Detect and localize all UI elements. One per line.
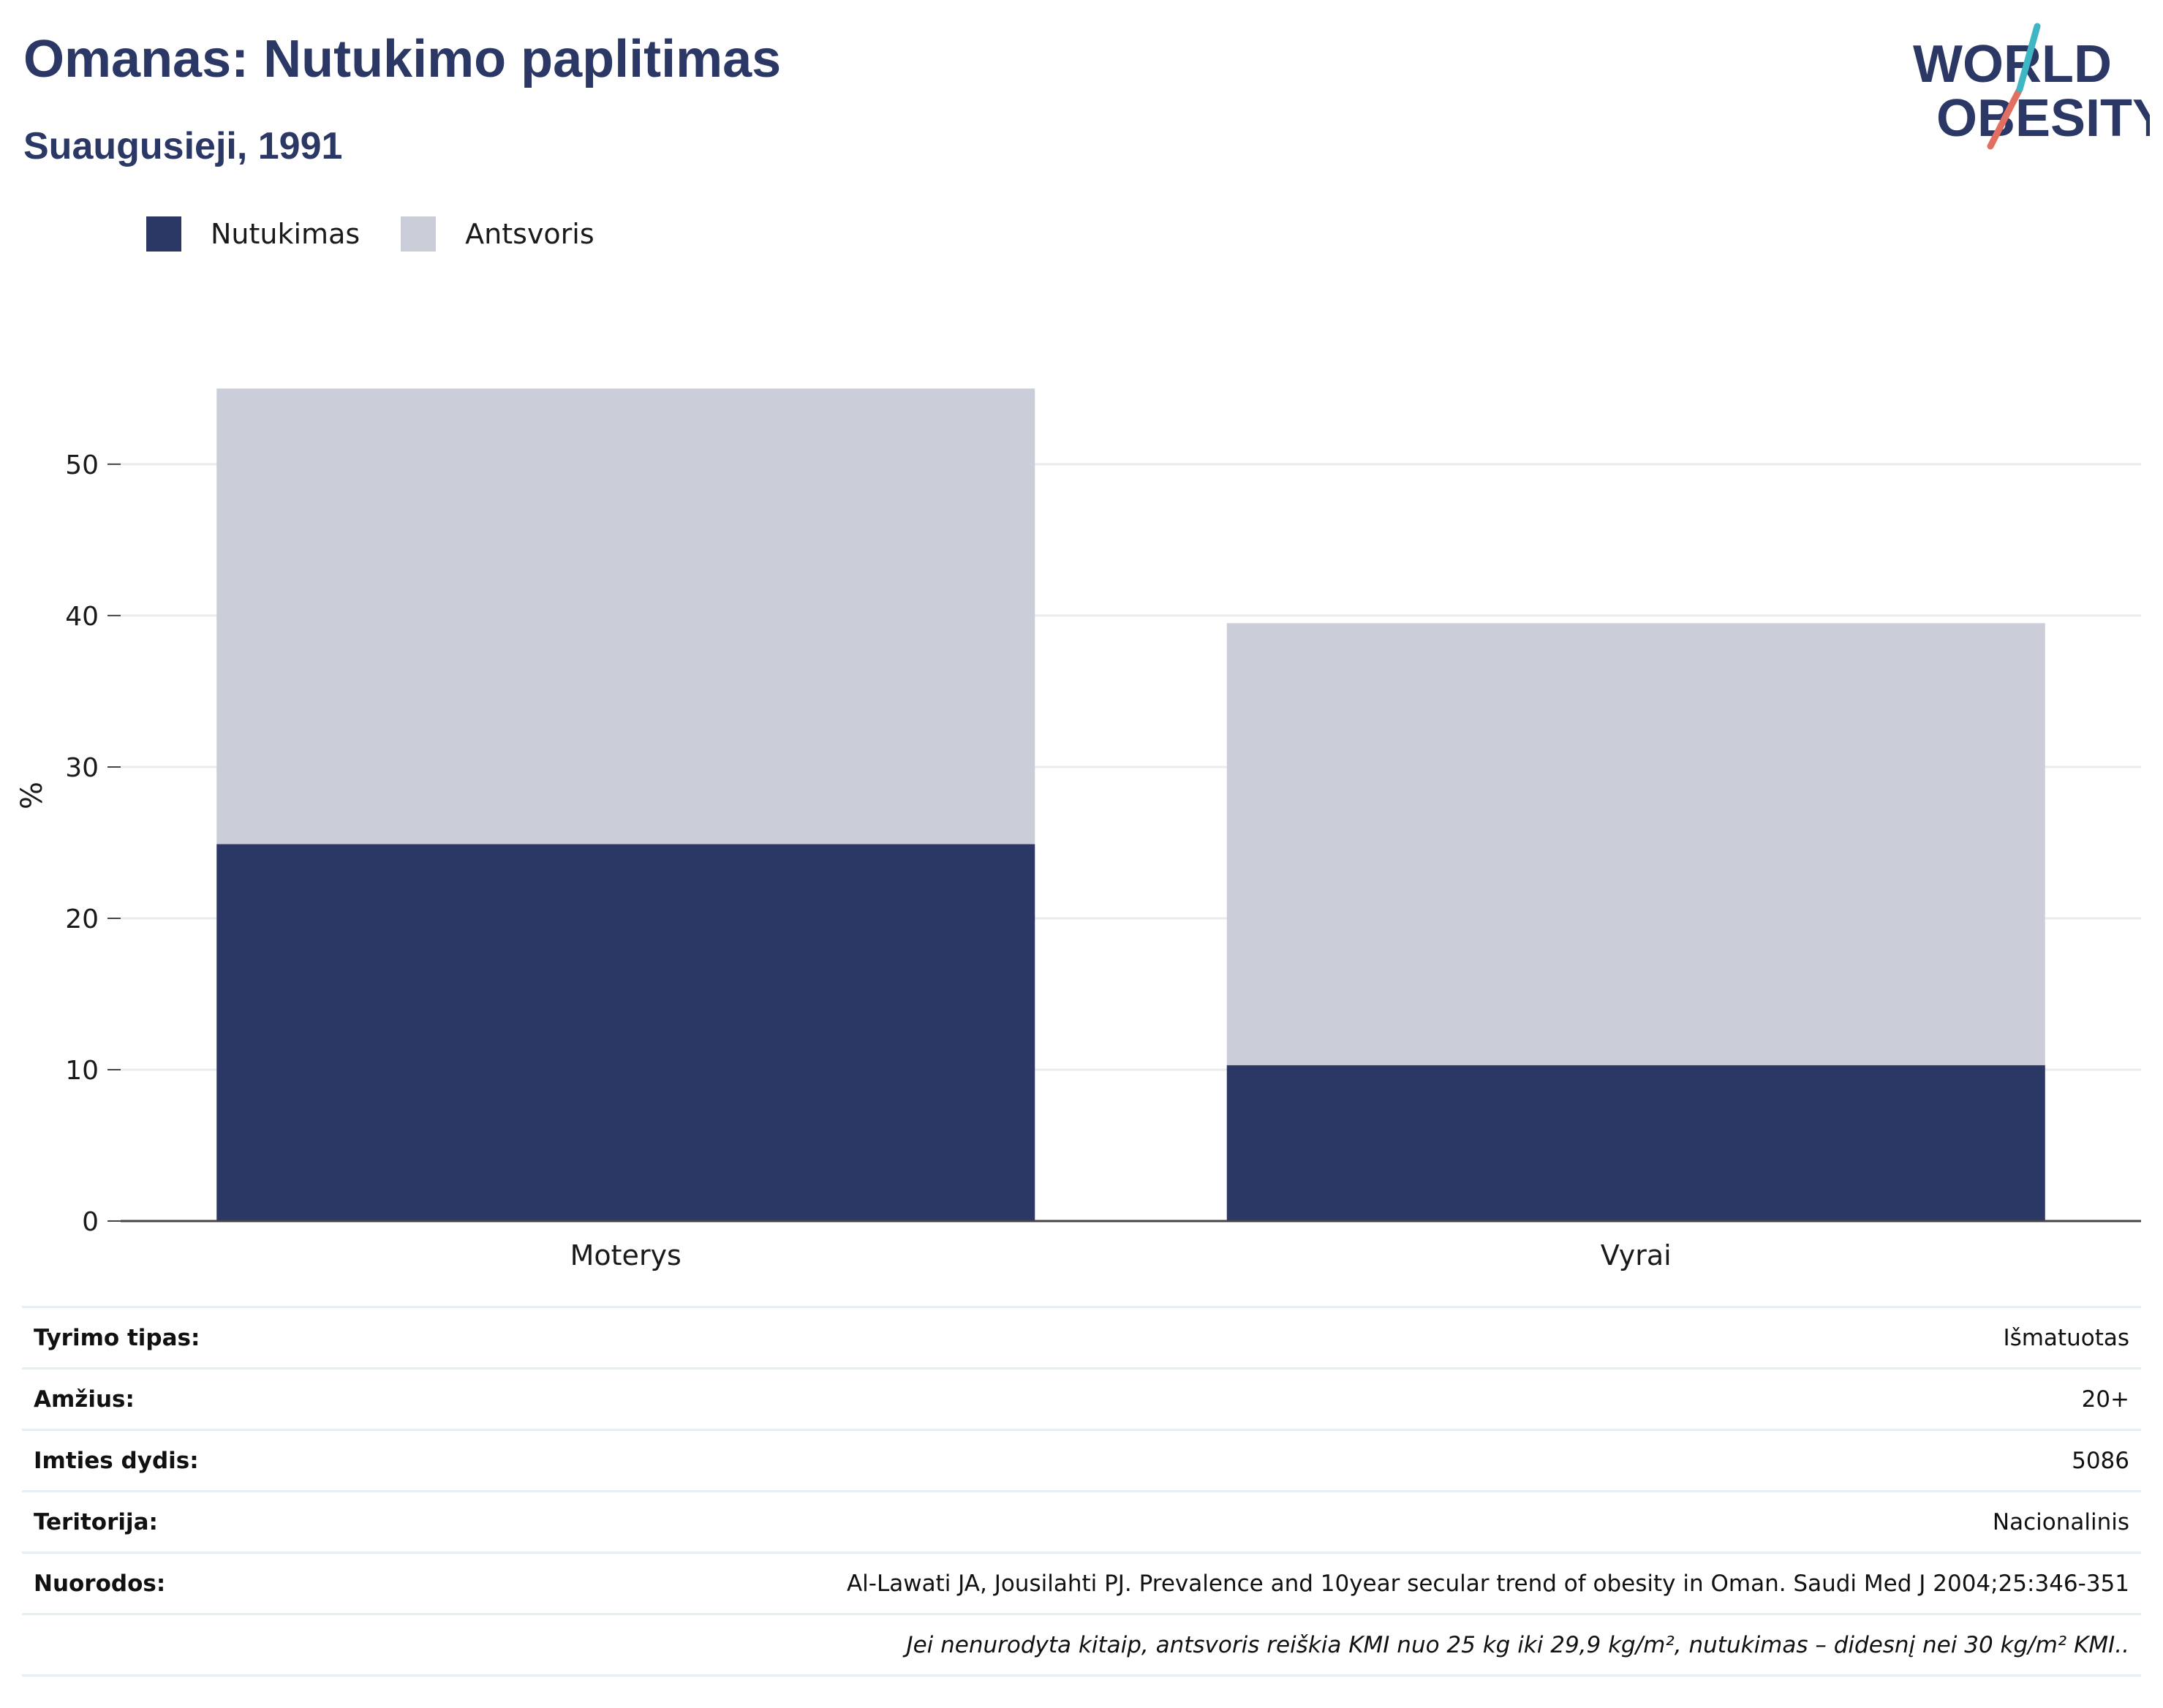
info-label: Imties dydis: <box>22 1429 291 1492</box>
y-tick-label: 10 <box>65 1056 99 1086</box>
legend-item-overweight[interactable]: Antsvoris <box>401 216 594 252</box>
info-label: Tyrimo tipas: <box>22 1306 291 1369</box>
stacked-bar-chart: 0 10 20 30 40 50 Moterys Vyrai % <box>15 388 2141 1271</box>
info-row: Amžius: 20+ <box>22 1367 2141 1430</box>
info-value: Išmatuotas <box>290 1306 2141 1369</box>
y-tick-label: 40 <box>65 602 99 632</box>
bar-obesity <box>1226 1065 2045 1221</box>
bar-overweight <box>216 388 1035 844</box>
y-tick-label: 0 <box>82 1207 99 1237</box>
info-value: 5086 <box>290 1429 2141 1492</box>
legend-item-obesity[interactable]: Nutukimas <box>146 216 360 252</box>
bar-obesity <box>216 844 1035 1221</box>
info-row: Imties dydis: 5086 <box>22 1429 2141 1492</box>
info-note-row: Jei nenurodyta kitaip, antsvoris reiškia… <box>22 1613 2141 1677</box>
info-label: Teritorija: <box>22 1490 291 1553</box>
chart-legend: Nutukimas Antsvoris <box>146 216 635 252</box>
info-value: Nacionalinis <box>290 1490 2141 1553</box>
info-row: Teritorija: Nacionalinis <box>22 1490 2141 1553</box>
info-value: 20+ <box>290 1367 2141 1430</box>
info-value: Al-Lawati JA, Jousilahti PJ. Prevalence … <box>290 1552 2141 1614</box>
x-category-label: Vyrai <box>1601 1239 1672 1271</box>
legend-label-overweight: Antsvoris <box>465 218 594 250</box>
y-tick-label: 20 <box>65 904 99 934</box>
info-label: Amžius: <box>22 1367 291 1430</box>
axes: 0 10 20 30 40 50 Moterys Vyrai <box>65 450 2141 1271</box>
info-label: Nuorodos: <box>22 1552 291 1614</box>
info-row: Nuorodos: Al-Lawati JA, Jousilahti PJ. Pr… <box>22 1552 2141 1614</box>
info-table: Tyrimo tipas: Išmatuotas Amžius: 20+ Imties … <box>22 1306 2141 1677</box>
legend-swatch-obesity <box>146 216 181 252</box>
legend-label-obesity: Nutukimas <box>211 218 360 250</box>
x-category-label: Moterys <box>570 1239 682 1271</box>
y-axis-label: % <box>15 782 49 809</box>
info-note: Jei nenurodyta kitaip, antsvoris reiškia… <box>22 1613 2141 1677</box>
chart-title: Omanas: Nutukimo paplitimas <box>23 30 782 88</box>
chart-subtitle: Suaugusieji, 1991 <box>23 125 343 167</box>
y-tick-label: 50 <box>65 450 99 480</box>
bar-overweight <box>1226 623 2045 1065</box>
y-tick-label: 30 <box>65 753 99 783</box>
svg-text:OBESITY: OBESITY <box>1936 89 2150 148</box>
info-row: Tyrimo tipas: Išmatuotas <box>22 1306 2141 1369</box>
world-obesity-logo: WORLD OBESITY <box>1913 23 2150 150</box>
svg-text:WORLD: WORLD <box>1913 35 2112 94</box>
bars <box>216 388 2045 1221</box>
legend-swatch-overweight <box>401 216 437 252</box>
